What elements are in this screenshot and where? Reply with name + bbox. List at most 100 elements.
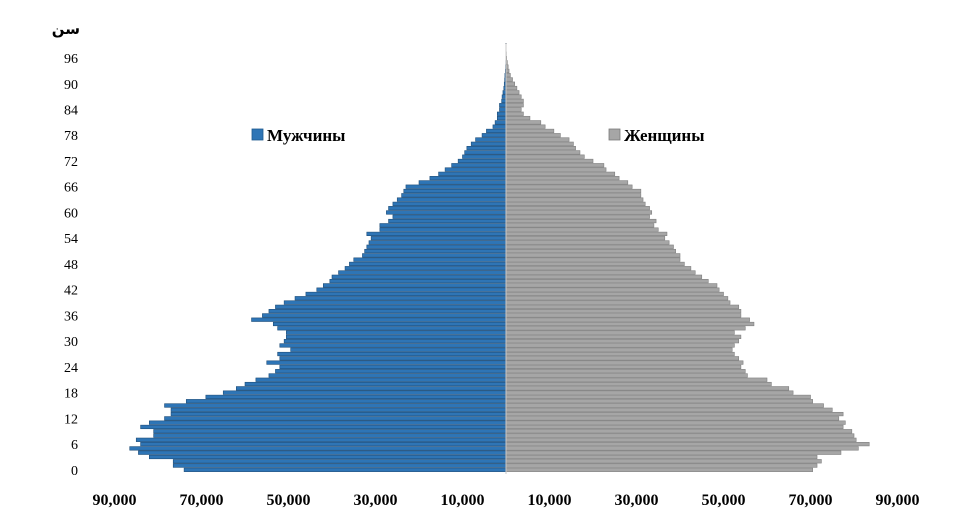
male-bar-age-71 xyxy=(451,163,507,168)
male-bar-age-82 xyxy=(496,115,507,121)
male-bar-age-63 xyxy=(396,197,507,202)
female-bar-age-78 xyxy=(505,133,561,138)
female-bar-age-18 xyxy=(505,390,794,395)
x-tick-5: 10,000 xyxy=(528,492,572,509)
female-bar-age-82 xyxy=(505,115,531,121)
male-bar-age-40 xyxy=(294,296,507,301)
female-bar-age-26 xyxy=(505,356,740,361)
x-tick-1: 70,000 xyxy=(180,492,224,509)
female-bar-age-42 xyxy=(505,287,720,292)
legend-male-swatch xyxy=(251,128,264,141)
male-bar-age-17 xyxy=(205,394,507,400)
female-bar-age-48 xyxy=(505,261,685,267)
male-bar-age-27 xyxy=(277,351,507,357)
x-tick-3: 30,000 xyxy=(354,492,398,509)
female-bar-age-84 xyxy=(505,107,522,112)
female-bar-age-1 xyxy=(505,463,818,468)
female-bar-age-9 xyxy=(505,429,853,434)
male-bar-age-33 xyxy=(277,326,507,331)
female-bar-age-61 xyxy=(505,206,650,211)
male-bar-age-10 xyxy=(140,424,507,430)
y-tick-96: 96 xyxy=(64,52,78,67)
female-bar-age-53 xyxy=(505,240,670,245)
female-bar-age-0 xyxy=(505,467,813,472)
female-bar-age-67 xyxy=(505,180,629,185)
male-bar-age-42 xyxy=(316,287,507,292)
female-bar-age-28 xyxy=(505,347,733,352)
male-bar-age-73 xyxy=(462,154,507,159)
y-tick-72: 72 xyxy=(64,155,78,170)
male-bar-age-31 xyxy=(286,334,507,339)
female-bar-age-22 xyxy=(505,373,748,378)
y-tick-labels: 0 6 12 18 24 30 36 42 48 54 60 66 72 78 84 90 96 xyxy=(64,52,78,479)
male-bar-age-41 xyxy=(305,291,507,297)
y-tick-48: 48 xyxy=(64,258,78,273)
female-bar-age-21 xyxy=(505,377,768,382)
y-tick-18: 18 xyxy=(64,387,78,402)
y-tick-30: 30 xyxy=(64,335,78,350)
male-bar-age-60 xyxy=(386,210,507,215)
x-tick-0: 90,000 xyxy=(93,492,137,509)
male-bar-age-51 xyxy=(364,248,507,254)
y-tick-54: 54 xyxy=(64,232,78,247)
female-bar-age-33 xyxy=(505,326,746,331)
female-bar-age-57 xyxy=(505,223,655,228)
y-tick-90: 90 xyxy=(64,78,78,93)
male-bar-age-74 xyxy=(464,150,507,155)
x-tick-9: 90,000 xyxy=(876,492,920,509)
male-bar-age-2 xyxy=(172,459,507,464)
male-bar-age-4 xyxy=(138,450,507,455)
female-bar-age-64 xyxy=(505,193,642,198)
male-bar-age-69 xyxy=(438,171,507,176)
male-bar-age-75 xyxy=(466,146,507,151)
y-tick-6: 6 xyxy=(71,438,78,453)
male-bar-age-21 xyxy=(255,377,507,382)
female-bar-age-35 xyxy=(505,317,750,322)
male-bar-age-50 xyxy=(362,253,507,258)
male-bar-age-46 xyxy=(338,270,507,275)
female-bar-age-16 xyxy=(505,399,813,404)
x-tick-8: 70,000 xyxy=(789,492,833,509)
female-bar-age-55 xyxy=(505,231,668,237)
male-bar-age-53 xyxy=(368,240,507,245)
male-bar-age-81 xyxy=(494,120,507,125)
male-bar-age-5 xyxy=(129,446,507,451)
male-bar-age-20 xyxy=(244,381,507,387)
male-bar-age-55 xyxy=(366,231,507,237)
female-bar-age-34 xyxy=(505,321,755,327)
male-bar-age-54 xyxy=(370,236,507,241)
x-tick-6: 30,000 xyxy=(615,492,659,509)
y-tick-78: 78 xyxy=(64,129,78,144)
male-bar-age-78 xyxy=(481,133,507,138)
female-bar-age-90 xyxy=(505,81,515,86)
female-bar-age-87 xyxy=(505,94,522,99)
male-bar-age-12 xyxy=(164,416,507,421)
y-tick-36: 36 xyxy=(64,309,78,324)
male-bar-age-48 xyxy=(349,261,507,267)
female-bar-age-32 xyxy=(505,330,735,335)
male-bar-age-62 xyxy=(392,201,507,206)
female-bar-age-85 xyxy=(505,103,524,108)
female-bar-age-83 xyxy=(505,111,524,116)
female-bar-age-31 xyxy=(505,334,742,339)
female-bar-age-47 xyxy=(505,266,692,271)
female-bar-age-5 xyxy=(505,446,859,451)
male-bar-age-86 xyxy=(501,98,507,104)
female-bar-age-86 xyxy=(505,98,524,104)
female-bar-age-58 xyxy=(505,218,657,224)
male-bar-age-1 xyxy=(172,463,507,468)
male-bar-age-14 xyxy=(170,407,507,412)
x-tick-7: 50,000 xyxy=(702,492,746,509)
female-bar-age-39 xyxy=(505,300,731,305)
male-bar-age-29 xyxy=(279,343,507,348)
male-bar-age-56 xyxy=(379,227,507,232)
female-bar-age-37 xyxy=(505,309,742,314)
female-bar-age-63 xyxy=(505,197,644,202)
female-bar-age-41 xyxy=(505,291,724,297)
female-bar-age-59 xyxy=(505,214,650,219)
female-bar-age-49 xyxy=(505,257,681,262)
female-bar-age-75 xyxy=(505,146,576,151)
female-bar-age-14 xyxy=(505,407,833,412)
female-bar-age-66 xyxy=(505,184,633,189)
y-tick-24: 24 xyxy=(64,361,78,376)
